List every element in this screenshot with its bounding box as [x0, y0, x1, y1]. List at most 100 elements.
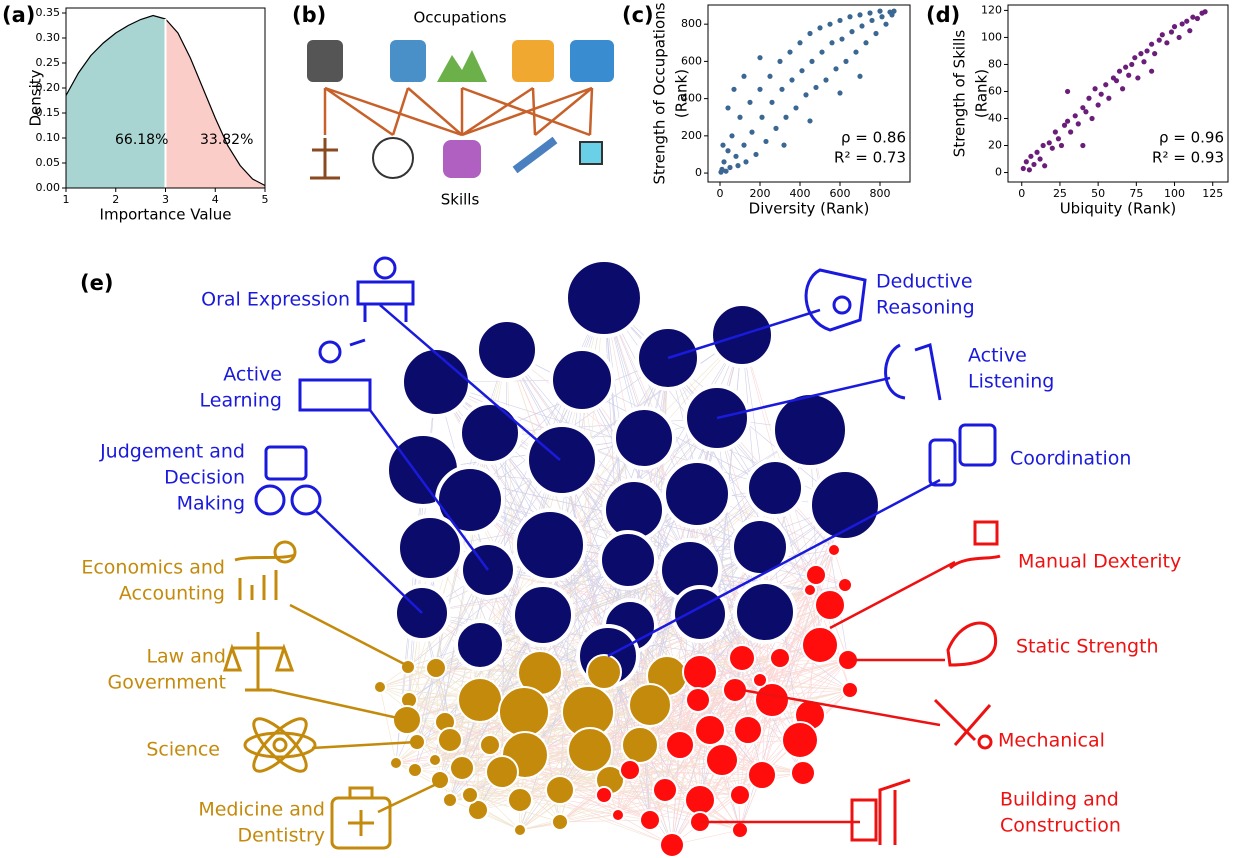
- point: [1020, 165, 1026, 172]
- network-node: [611, 808, 625, 822]
- point: [839, 36, 845, 42]
- point: [833, 66, 839, 72]
- network-node: [549, 347, 615, 413]
- point: [813, 84, 819, 91]
- point: [827, 21, 833, 27]
- x-tick-label: 100: [1164, 187, 1185, 200]
- point: [779, 86, 785, 92]
- network-node: [808, 468, 882, 542]
- x-tick-label: 25: [1053, 187, 1067, 200]
- node-label: Judgement and: [99, 441, 245, 463]
- leader-line: [667, 308, 821, 360]
- x-tick-label: 75: [1129, 187, 1143, 200]
- point: [1075, 121, 1081, 127]
- point: [1187, 28, 1193, 34]
- network-edge: [696, 493, 773, 701]
- point: [1089, 115, 1095, 122]
- point: [1190, 14, 1196, 20]
- network-node: [685, 687, 711, 713]
- y-tick-label: 0.25: [36, 56, 61, 69]
- point: [1184, 18, 1190, 24]
- point: [1083, 109, 1089, 115]
- y-tick-label: 800: [681, 17, 702, 30]
- point: [767, 73, 773, 79]
- network-node: [513, 823, 527, 837]
- point: [763, 138, 769, 145]
- blue-icons: [254, 256, 997, 516]
- x-axis-label: Diversity (Rank): [749, 200, 870, 218]
- node-label: Listening: [968, 371, 1054, 393]
- diagram-label: Skills: [441, 191, 480, 209]
- area: [66, 15, 166, 188]
- point: [1031, 161, 1037, 168]
- network-node: [525, 423, 599, 497]
- point: [843, 58, 849, 64]
- point: [1095, 102, 1101, 108]
- bipartite-edge: [391, 87, 410, 136]
- leader-line: [311, 740, 418, 750]
- point: [1138, 51, 1144, 57]
- network-node: [628, 683, 672, 727]
- point: [1046, 140, 1052, 146]
- network-edge: [721, 657, 743, 761]
- point: [1113, 78, 1120, 84]
- point: [837, 90, 843, 96]
- network-node: [442, 792, 458, 808]
- network-edge: [434, 613, 701, 761]
- point: [797, 40, 803, 46]
- y-axis-label: (Rank): [673, 69, 691, 118]
- point: [879, 14, 885, 20]
- bipartite-edge: [461, 86, 593, 137]
- network-edge: [477, 644, 481, 811]
- network-node: [805, 564, 827, 586]
- point: [857, 12, 863, 18]
- y-tick-label: 80: [988, 57, 1002, 70]
- network-edge: [519, 789, 666, 831]
- network-node: [595, 786, 613, 804]
- chart: ρ = 0.96 R² = 0.93 0 25 50 75 100 125 0 20 40 60 80 1…: [951, 3, 1229, 218]
- network-edge: [739, 549, 835, 796]
- network-edge: [671, 699, 699, 846]
- panel-label: (c): [622, 3, 654, 27]
- network-edge: [519, 799, 701, 831]
- density-line: [65, 14, 166, 96]
- network-edge: [561, 459, 631, 771]
- density-line: [165, 18, 266, 187]
- point: [1116, 68, 1123, 74]
- point: [891, 8, 897, 14]
- leader-line: [716, 376, 891, 420]
- node-label: Building and: [1000, 789, 1119, 811]
- point: [849, 29, 855, 35]
- point: [773, 125, 779, 131]
- network-node: [545, 775, 575, 805]
- network-edge: [759, 659, 849, 681]
- point: [1159, 32, 1165, 38]
- skill-icon: [579, 141, 603, 165]
- network-edge: [761, 574, 817, 776]
- point: [1055, 136, 1062, 142]
- network-edge: [699, 671, 763, 776]
- point: [721, 159, 727, 165]
- point: [803, 92, 809, 98]
- point: [741, 142, 747, 148]
- network-node: [458, 401, 522, 465]
- point: [819, 49, 825, 55]
- network-edge: [721, 657, 781, 761]
- x-tick-label: 0: [717, 187, 724, 200]
- network-edge: [523, 711, 711, 731]
- network-node: [373, 680, 387, 694]
- network-edge: [501, 771, 651, 821]
- y-tick-label: 200: [681, 129, 702, 142]
- point: [725, 105, 731, 111]
- network-node: [665, 730, 695, 760]
- network-edge: [407, 334, 743, 668]
- network-node: [733, 715, 763, 745]
- point: [1176, 34, 1182, 41]
- network-node: [733, 580, 797, 644]
- point: [867, 10, 873, 16]
- network-node: [662, 459, 732, 529]
- network-node: [754, 682, 790, 718]
- y-tick-label: 0.00: [36, 181, 61, 194]
- network-node: [827, 543, 841, 557]
- node-label: Static Strength: [1016, 636, 1159, 658]
